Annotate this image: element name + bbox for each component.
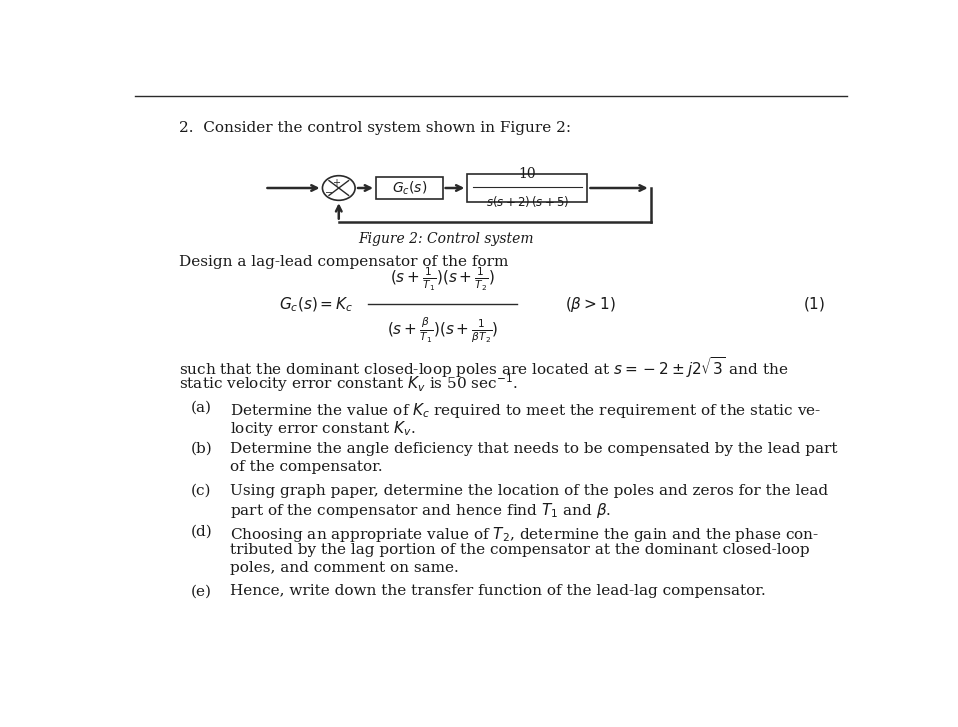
Text: (b): (b) <box>191 442 212 456</box>
Text: (a): (a) <box>191 401 212 414</box>
Text: tributed by the lag portion of the compensator at the dominant closed-loop: tributed by the lag portion of the compe… <box>230 543 810 557</box>
Text: static velocity error constant $K_v$ is 50 sec$^{-1}$.: static velocity error constant $K_v$ is … <box>179 373 518 395</box>
Text: part of the compensator and hence find $T_1$ and $\beta$.: part of the compensator and hence find $… <box>230 502 611 521</box>
Text: such that the dominant closed-loop poles are located at $s = -2 \pm j2\sqrt{3}$ : such that the dominant closed-loop poles… <box>179 355 788 379</box>
Text: Design a lag-lead compensator of the form: Design a lag-lead compensator of the for… <box>179 255 509 269</box>
Text: poles, and comment on same.: poles, and comment on same. <box>230 561 458 575</box>
Text: $(s+\frac{1}{T_1})(s+\frac{1}{T_2})$: $(s+\frac{1}{T_1})(s+\frac{1}{T_2})$ <box>390 266 495 293</box>
Text: 2.  Consider the control system shown in Figure 2:: 2. Consider the control system shown in … <box>179 121 571 134</box>
Text: Determine the angle deficiency that needs to be compensated by the lead part: Determine the angle deficiency that need… <box>230 442 837 456</box>
FancyBboxPatch shape <box>376 177 443 199</box>
Text: (c): (c) <box>191 483 211 497</box>
Text: Using graph paper, determine the location of the poles and zeros for the lead: Using graph paper, determine the locatio… <box>230 483 828 497</box>
Text: Determine the value of $K_c$ required to meet the requirement of the static ve-: Determine the value of $K_c$ required to… <box>230 401 821 419</box>
Text: $G_c(s) = K_c$: $G_c(s) = K_c$ <box>280 295 354 313</box>
Text: locity error constant $K_v$.: locity error constant $K_v$. <box>230 419 415 438</box>
Text: $G_c(s)$: $G_c(s)$ <box>392 180 427 197</box>
Text: Figure 2: Control system: Figure 2: Control system <box>358 232 535 246</box>
Text: $(s+\frac{\beta}{T_1})(s+\frac{1}{\beta T_2})$: $(s+\frac{\beta}{T_1})(s+\frac{1}{\beta … <box>387 316 498 345</box>
Text: −: − <box>325 188 333 198</box>
Text: Hence, write down the transfer function of the lead-lag compensator.: Hence, write down the transfer function … <box>230 585 765 598</box>
Text: +: + <box>331 178 340 188</box>
Text: (e): (e) <box>191 585 212 598</box>
Text: (d): (d) <box>191 525 212 539</box>
Text: $s(s+2)\,(s+5)$: $s(s+2)\,(s+5)$ <box>486 193 569 209</box>
Text: $(1)$: $(1)$ <box>803 295 825 313</box>
Text: of the compensator.: of the compensator. <box>230 460 382 474</box>
FancyBboxPatch shape <box>468 174 587 202</box>
Text: Choosing an appropriate value of $T_2$, determine the gain and the phase con-: Choosing an appropriate value of $T_2$, … <box>230 525 819 544</box>
Text: $(\beta > 1)$: $(\beta > 1)$ <box>565 295 616 314</box>
Text: 10: 10 <box>518 166 536 181</box>
